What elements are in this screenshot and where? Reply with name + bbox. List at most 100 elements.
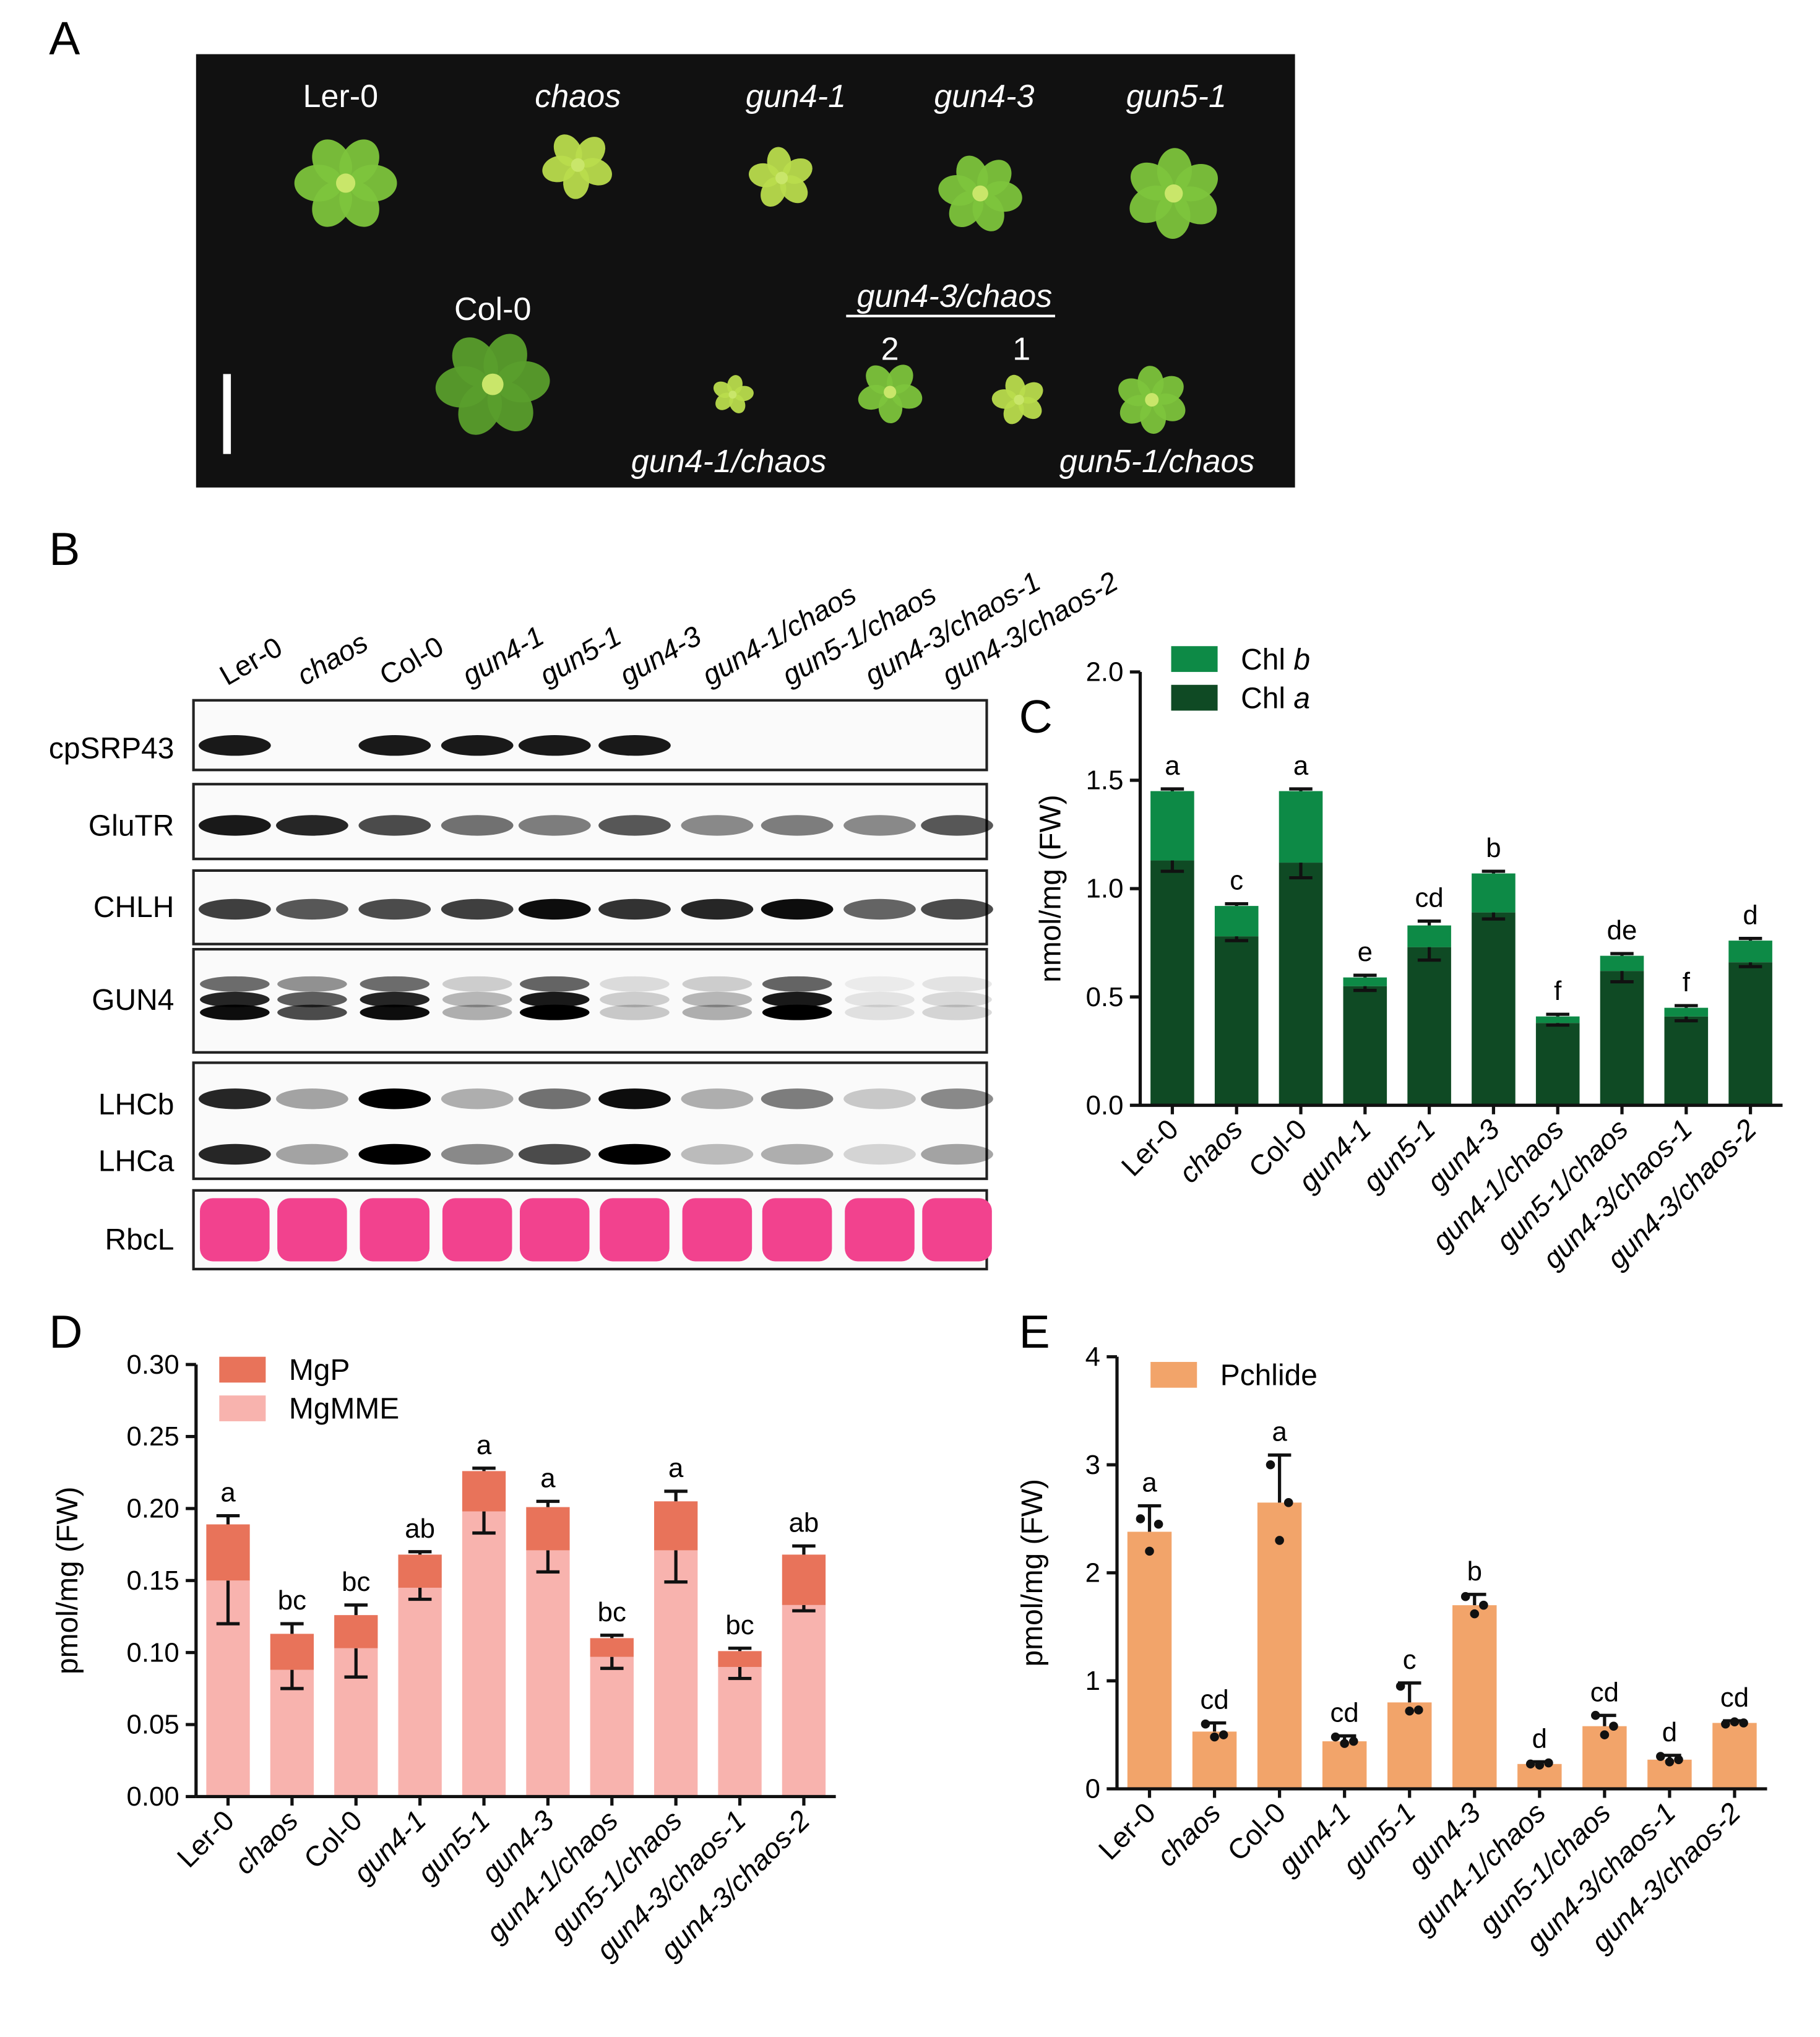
rosette-center	[481, 373, 504, 395]
bar-mgp-gun4-3	[526, 1507, 570, 1551]
significance-letter-gun4-1: cd	[1330, 1697, 1359, 1728]
x-tick-label-chaos: chaos	[228, 1804, 304, 1880]
chart-e: aLer-0cdchaosaCol-0cdgun4-1cgun5-1bgun4-…	[1016, 1341, 1767, 1958]
y-tick-label: 4	[1085, 1341, 1100, 1372]
blot-panel	[192, 699, 988, 772]
rosette-center	[336, 173, 356, 193]
blot-band	[441, 1088, 514, 1109]
blot-band	[598, 898, 671, 920]
photo-label-gun5-1: gun5-1	[1126, 79, 1227, 114]
blot-band	[598, 1088, 671, 1109]
legend-swatch-mgmme	[219, 1395, 266, 1421]
blot-band	[358, 735, 431, 756]
significance-letter-gun4-3-chaos-1: bc	[725, 1610, 754, 1640]
data-point	[1266, 1460, 1275, 1470]
blot-row-label-rbcl: RbcL	[105, 1224, 175, 1257]
blot-band	[843, 1088, 916, 1109]
plant-rosette	[858, 364, 923, 424]
blot-band	[519, 1004, 590, 1020]
blot-band	[762, 976, 832, 992]
blot-band	[519, 991, 590, 1007]
blot-lane-label-gun4-1: gun4-1	[457, 619, 550, 691]
data-point	[1525, 1759, 1535, 1769]
blot-row-label-lhcb: LHCb	[98, 1088, 175, 1121]
plant-rosette	[542, 134, 612, 199]
data-point	[1340, 1739, 1349, 1748]
data-point	[1201, 1719, 1210, 1729]
blot-row-label-cpsrp43: cpSRP43	[49, 733, 174, 765]
panel-label-a: A	[49, 12, 80, 64]
blot-band	[277, 1198, 347, 1262]
blot-band	[442, 991, 512, 1007]
y-tick-label: 0.5	[1086, 982, 1124, 1012]
rosette-center	[1014, 394, 1024, 405]
blot-band	[358, 815, 431, 836]
bar-chl-b-gun4-3-chaos-2	[1728, 941, 1772, 963]
photo-label-chaos: chaos	[535, 79, 621, 114]
bar-chl-a-gun4-3-chaos-1	[1664, 1016, 1709, 1106]
bar-chl-b-gun4-1-chaos	[1535, 1016, 1580, 1023]
data-point	[1479, 1600, 1488, 1610]
x-tick-label-gun4-1: gun4-1	[1272, 1796, 1357, 1882]
bar-chl-a-ler-0	[1150, 860, 1194, 1106]
x-tick-label-gun5-1: gun5-1	[1337, 1796, 1422, 1882]
bar-pchlide-gun4-3	[1452, 1605, 1497, 1789]
blot-lane-label-gun5-1: gun5-1	[534, 619, 627, 691]
significance-letter-gun5-1: c	[1403, 1645, 1417, 1675]
significance-letter-chaos: c	[1230, 866, 1243, 896]
blot-band	[921, 1088, 993, 1109]
significance-letter-gun4-1-chaos: d	[1532, 1723, 1547, 1754]
photo-label-group: gun4-3/chaos	[857, 278, 1053, 314]
panel-label-d: D	[49, 1306, 82, 1358]
blot-band	[519, 976, 590, 992]
blot-band	[360, 976, 430, 992]
blot-band	[761, 1143, 834, 1165]
blot-band	[598, 1143, 671, 1165]
bar-chl-a-gun4-1-chaos	[1535, 1023, 1580, 1106]
blot-band	[200, 976, 270, 992]
photo-label-ler0: Ler-0	[303, 79, 378, 114]
blot-band	[441, 815, 514, 836]
blot-band	[921, 1143, 993, 1165]
data-point	[1665, 1757, 1675, 1767]
bar-chl-a-chaos	[1214, 936, 1259, 1106]
blot-band	[598, 815, 671, 836]
blot-lane-label-col-0: Col-0	[374, 630, 449, 692]
significance-letter-gun5-1-chaos: de	[1607, 915, 1637, 945]
y-tick-label: 0	[1085, 1774, 1100, 1804]
y-tick-label: 0.0	[1086, 1090, 1124, 1121]
blot-band	[922, 991, 992, 1007]
significance-letter-gun4-3-chaos-1: f	[1683, 967, 1691, 997]
significance-letter-gun4-3-chaos-2: ab	[789, 1508, 819, 1538]
blot-band	[442, 976, 512, 992]
data-point	[1460, 1591, 1470, 1601]
panel-a-photo: Ler-0 chaos gun4-1 gun4-3 gun5-1 Col-0 g…	[196, 54, 1295, 488]
bar-mgmme-chaos	[270, 1669, 314, 1797]
blot-lane-labels: Ler-0 chaos Col-0 gun4-1gun5-1gun4-3gun4-1/…	[214, 565, 1123, 691]
blot-band	[600, 976, 670, 992]
photo-label-gun4-3: gun4-3	[934, 79, 1034, 114]
significance-letter-gun5-1: a	[477, 1430, 492, 1460]
plant-rosette	[991, 374, 1043, 424]
legend-label-pchlide: Pchlide	[1220, 1359, 1318, 1392]
significance-letter-ler-0: a	[1165, 751, 1180, 781]
bar-chl-b-gun4-3	[1472, 873, 1516, 913]
data-point	[1136, 1514, 1145, 1523]
blot-band	[441, 735, 514, 756]
blot-band	[442, 1004, 512, 1020]
rosette-center	[728, 390, 737, 399]
significance-letter-gun4-3: b	[1467, 1556, 1482, 1587]
blot-band	[518, 1143, 591, 1165]
significance-letter-col-0: bc	[342, 1567, 370, 1597]
bar-pchlide-gun4-3-chaos-2	[1712, 1723, 1757, 1789]
significance-letter-gun4-3: a	[540, 1463, 556, 1493]
data-point	[1609, 1721, 1618, 1731]
blot-band	[198, 815, 271, 836]
bar-pchlide-gun5-1	[1387, 1702, 1432, 1789]
bar-mgp-col-0	[334, 1615, 378, 1648]
bar-mgp-gun5-1-chaos	[654, 1501, 698, 1551]
blot-band	[922, 1004, 992, 1020]
y-tick-label: 0.10	[127, 1637, 179, 1668]
data-point	[1405, 1706, 1415, 1716]
